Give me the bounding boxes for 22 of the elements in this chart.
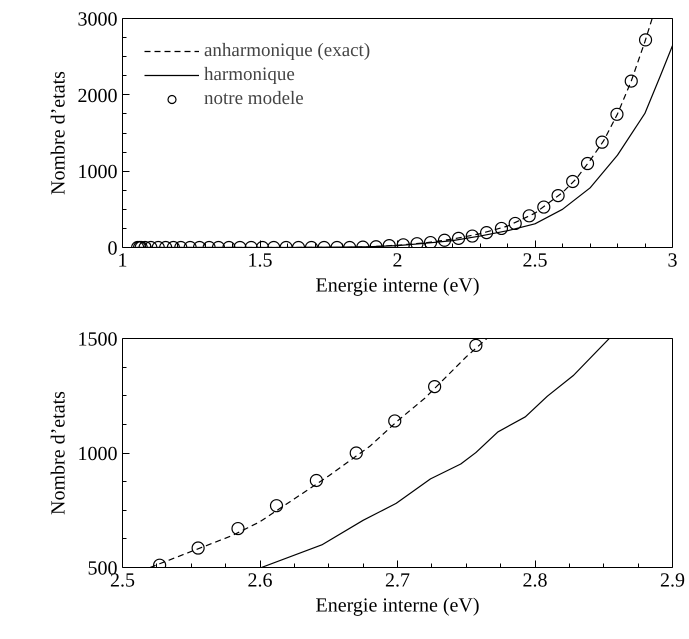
x-axis-title: Energie interne (eV)	[316, 274, 480, 296]
x-tick-label: 2.9	[660, 570, 685, 592]
x-tick-label: 2	[392, 250, 402, 272]
legend-label: notre modele	[204, 88, 304, 110]
y-tick-label: 0	[108, 238, 118, 260]
x-tick-label: 2.5	[522, 250, 548, 272]
x-tick-label: 1.5	[248, 250, 272, 272]
x-tick-label: 2.8	[522, 570, 548, 592]
x-tick-label: 2.6	[248, 570, 272, 592]
x-tick-label: 2.7	[385, 570, 410, 592]
legend-label: harmonique	[204, 64, 295, 86]
y-tick-label: 3000	[78, 8, 118, 30]
x-axis-title: Energie interne (eV)	[316, 594, 480, 616]
y-tick-label: 1000	[78, 161, 118, 184]
y-tick-label: 1000	[78, 443, 118, 465]
x-tick-label: 1	[118, 250, 128, 272]
y-axis-title: Nombre d’etats	[48, 390, 70, 515]
y-axis-title: Nombre d’etats	[48, 70, 70, 195]
y-tick-label: 1500	[78, 328, 118, 350]
y-tick-label: 2000	[78, 84, 118, 107]
x-tick-label: 3	[668, 250, 678, 272]
legend-label: anharmonique (exact)	[204, 40, 370, 62]
